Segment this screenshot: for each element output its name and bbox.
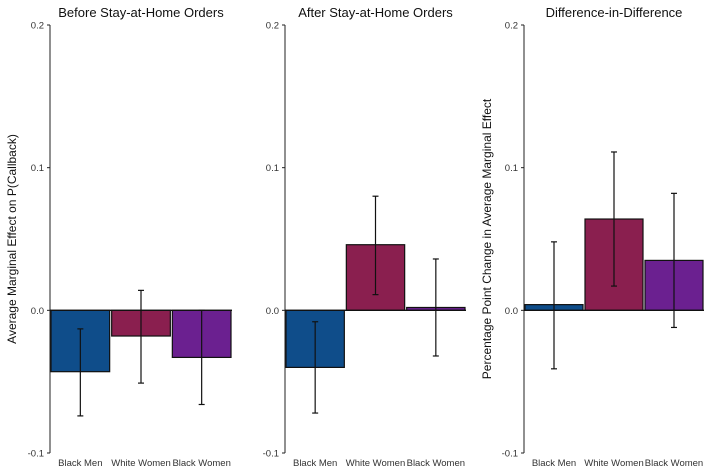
panel-2: -0.1 0.0 0.1 0.2 Black Men White Women Black W…: [263, 5, 466, 469]
panel-1: -0.1 0.0 0.1 0.2 Black Men White Women Black W…: [5, 5, 232, 469]
panel-title: Difference-in-Difference: [546, 5, 683, 20]
y-tick-label: 0.0: [31, 306, 44, 317]
y-tick-label: 0.0: [505, 306, 518, 317]
y-tick-label: -0.1: [502, 449, 518, 460]
x-category-label: Black Women: [407, 458, 465, 469]
x-category-label: Black Women: [645, 458, 703, 469]
y-tick-label: 0.2: [505, 21, 518, 32]
y-tick-label: 0.0: [266, 306, 279, 317]
panel-title: After Stay-at-Home Orders: [298, 5, 453, 20]
x-category-label: Black Women: [172, 458, 230, 469]
y-axis-title: Percentage Point Change in Average Margi…: [480, 98, 494, 379]
y-tick-label: 0.1: [31, 163, 44, 174]
x-category-label: Black Men: [532, 458, 576, 469]
panel-3: -0.1 0.0 0.1 0.2 Black Men White Women Black W…: [480, 5, 704, 469]
x-category-label: Black Men: [293, 458, 337, 469]
y-tick-label: 0.1: [505, 163, 518, 174]
y-axis-title: Average Marginal Effect on P(Callback): [5, 134, 19, 344]
y-tick-label: 0.1: [266, 163, 279, 174]
x-category-label: White Women: [346, 458, 405, 469]
x-category-label: White Women: [111, 458, 170, 469]
y-tick-label: 0.2: [266, 21, 279, 32]
x-category-label: White Women: [584, 458, 643, 469]
y-tick-label: 0.2: [31, 21, 44, 32]
y-tick-label: -0.1: [263, 449, 279, 460]
y-tick-label: -0.1: [28, 449, 44, 460]
x-category-label: Black Men: [58, 458, 102, 469]
panel-title: Before Stay-at-Home Orders: [58, 5, 224, 20]
